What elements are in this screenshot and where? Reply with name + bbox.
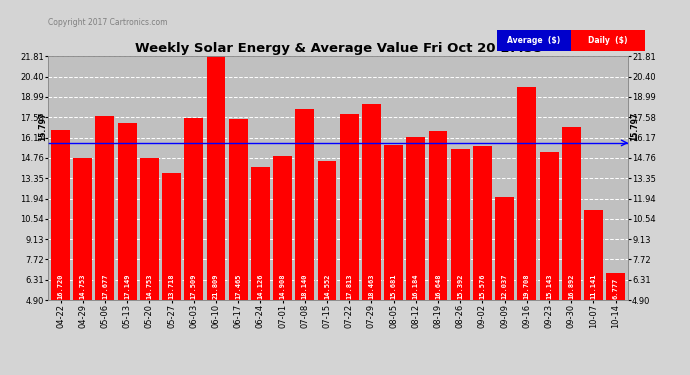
Text: 15.681: 15.681: [391, 273, 397, 298]
Text: 18.463: 18.463: [368, 273, 375, 298]
Text: 15.576: 15.576: [480, 273, 486, 298]
Text: 16.648: 16.648: [435, 273, 441, 298]
Text: 12.037: 12.037: [502, 273, 508, 298]
Bar: [562, 127, 581, 300]
Text: Copyright 2017 Cartronics.com: Copyright 2017 Cartronics.com: [48, 18, 168, 27]
Bar: [140, 158, 159, 300]
Bar: [51, 130, 70, 300]
Title: Weekly Solar Energy & Average Value Fri Oct 20 17:58: Weekly Solar Energy & Average Value Fri …: [135, 42, 542, 55]
Text: 21.809: 21.809: [213, 273, 219, 298]
Bar: [428, 130, 448, 300]
Text: 15.797: 15.797: [630, 112, 639, 141]
Bar: [317, 161, 337, 300]
Bar: [540, 152, 558, 300]
Bar: [473, 146, 492, 300]
Bar: [118, 123, 137, 300]
Bar: [251, 167, 270, 300]
Text: 14.753: 14.753: [146, 273, 152, 298]
Bar: [295, 109, 314, 300]
Text: 15.392: 15.392: [457, 273, 463, 298]
Bar: [228, 119, 248, 300]
Bar: [607, 273, 625, 300]
Text: 14.126: 14.126: [257, 273, 264, 298]
Bar: [184, 118, 203, 300]
Bar: [73, 158, 92, 300]
Text: 15.143: 15.143: [546, 273, 552, 298]
Text: 18.140: 18.140: [302, 273, 308, 298]
Text: 16.892: 16.892: [569, 273, 574, 298]
Text: 17.677: 17.677: [102, 273, 108, 298]
Text: 17.813: 17.813: [346, 273, 352, 298]
Text: 11.141: 11.141: [591, 273, 596, 298]
Text: 17.149: 17.149: [124, 273, 130, 298]
Bar: [584, 210, 603, 300]
Text: 16.184: 16.184: [413, 273, 419, 298]
Bar: [95, 116, 115, 300]
Bar: [406, 137, 425, 300]
Text: Daily  ($): Daily ($): [589, 36, 628, 45]
Text: Average  ($): Average ($): [507, 36, 560, 45]
Bar: [162, 173, 181, 300]
Text: 6.777: 6.777: [613, 277, 619, 298]
FancyBboxPatch shape: [571, 30, 645, 51]
Bar: [495, 197, 514, 300]
Text: 14.753: 14.753: [80, 273, 86, 298]
Bar: [518, 87, 536, 300]
FancyBboxPatch shape: [497, 30, 571, 51]
Text: 14.908: 14.908: [279, 273, 286, 298]
Text: 19.708: 19.708: [524, 273, 530, 298]
Bar: [451, 149, 470, 300]
Text: 15.797: 15.797: [38, 112, 47, 141]
Bar: [339, 114, 359, 300]
Bar: [206, 56, 226, 300]
Bar: [362, 105, 381, 300]
Bar: [384, 145, 403, 300]
Text: 16.720: 16.720: [57, 273, 63, 298]
Text: 13.718: 13.718: [168, 273, 175, 298]
Bar: [273, 156, 292, 300]
Text: 17.465: 17.465: [235, 273, 242, 298]
Text: 14.552: 14.552: [324, 273, 330, 298]
Text: 17.509: 17.509: [190, 273, 197, 298]
